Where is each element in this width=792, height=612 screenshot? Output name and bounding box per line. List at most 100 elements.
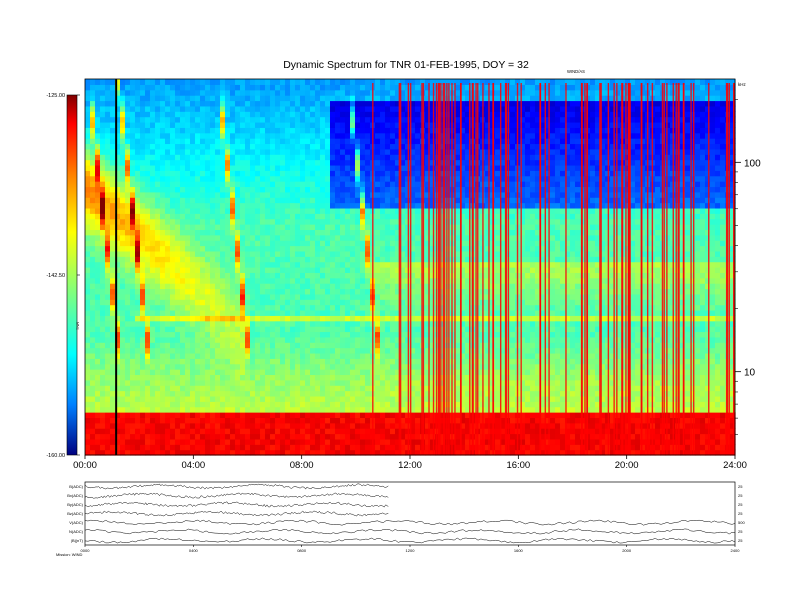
spectrogram-cell (95, 229, 101, 236)
spectrogram-cell (105, 186, 111, 193)
spectrogram-cell (355, 132, 361, 139)
spectrogram-cell (350, 379, 356, 386)
spectrogram-cell (170, 347, 176, 354)
spectrogram-cell (390, 331, 396, 338)
spectrogram-cell (235, 390, 241, 397)
spectrogram-cell (150, 148, 156, 155)
spectrogram-cell (330, 331, 336, 338)
spectrogram-cell (235, 277, 241, 284)
spectrogram-cell (375, 272, 381, 279)
spectrogram-cell (230, 224, 236, 230)
spectrogram-cell (310, 197, 316, 204)
spectrogram-cell (220, 444, 226, 451)
spectrogram-cell (280, 89, 286, 96)
spectrogram-cell (285, 138, 291, 145)
spectrogram-cell (360, 181, 366, 188)
spectrogram-cell (290, 181, 296, 188)
spectrogram-cell (105, 121, 111, 128)
spectrogram-cell (250, 197, 256, 204)
spectrogram-cell (425, 229, 431, 236)
spectrogram-cell (100, 116, 106, 123)
spectrogram-cell (160, 164, 166, 171)
spectrogram-cell (425, 369, 431, 376)
spectrogram-cell (415, 363, 421, 370)
spectrogram-cell (260, 95, 266, 102)
spectrogram-cell (255, 309, 261, 316)
spectrogram-cell (100, 385, 106, 392)
spectrogram-cell (360, 422, 366, 429)
spectrogram-cell (325, 272, 331, 279)
spectrogram-cell (120, 186, 126, 193)
spectrogram-cell (395, 272, 401, 279)
spectrogram-cell (410, 132, 416, 139)
spectrogram-cell (100, 342, 106, 349)
spectrogram-cell (260, 229, 266, 236)
spectrogram-cell (105, 116, 111, 123)
spectrogram-cell (310, 428, 316, 435)
spectrogram-cell (150, 154, 156, 161)
spectrogram-cell (295, 331, 301, 338)
spectrogram-cell (270, 148, 276, 155)
spectrogram-cell (395, 164, 401, 171)
spectrogram-cell (320, 170, 326, 177)
spectrogram-cell (350, 428, 356, 435)
spectrogram-cell (235, 143, 241, 150)
spectrogram-cell (295, 245, 301, 252)
spectrogram-cell (285, 100, 291, 107)
spectrogram-cell (325, 369, 331, 376)
spectrogram-cell (250, 234, 256, 241)
spectrogram-cell (115, 326, 121, 333)
spectrogram-cell (290, 79, 296, 85)
spectrogram-cell (210, 234, 216, 241)
spectrogram-cell (200, 412, 206, 418)
spectrogram-cell (180, 283, 186, 290)
spectrogram-cell (200, 127, 206, 134)
spectrogram-cell (340, 175, 346, 182)
spectrogram-cell (110, 154, 116, 161)
spectrogram-cell (430, 417, 436, 424)
spectrogram-cell (245, 100, 251, 107)
spectrogram-cell (165, 143, 171, 150)
spectrogram-cell (195, 395, 201, 402)
spectrogram-cell (160, 181, 166, 188)
spectrogram-cell (225, 79, 231, 85)
spectrogram-cell (385, 186, 391, 193)
spectrogram-cell (185, 304, 191, 311)
spectrogram-cell (280, 245, 286, 252)
spectrogram-cell (345, 181, 351, 188)
spectrogram-cell (240, 89, 246, 96)
spectrogram-cell (185, 79, 191, 85)
spectrogram-cell (345, 95, 351, 102)
spectrogram-cell (185, 256, 191, 263)
spectrogram-cell (335, 89, 341, 96)
spectrogram-cell (280, 369, 286, 376)
spectrogram-cell (180, 395, 186, 402)
spectrogram-cell (155, 175, 161, 182)
spectrogram-cell (265, 138, 271, 145)
spectrogram-cell (165, 121, 171, 128)
spectrogram-cell (255, 218, 261, 225)
spectrogram-cell (145, 138, 151, 145)
spectrogram-cell (250, 299, 256, 306)
spectrogram-cell (390, 336, 396, 343)
spectrogram-cell (230, 159, 236, 166)
spectrogram-cell (245, 191, 251, 198)
spectrogram-cell (135, 293, 141, 300)
spectrogram-cell (400, 347, 406, 354)
spectrogram-cell (195, 261, 201, 268)
spectrogram-cell (115, 143, 121, 150)
spectrogram-cell (135, 175, 141, 182)
spectrogram-cell (375, 406, 381, 413)
spectrogram-cell (325, 374, 331, 381)
spectrogram-cell (375, 293, 381, 300)
spectrogram-cell (290, 164, 296, 171)
spectrogram-cell (380, 159, 386, 166)
spectrogram-cell (380, 164, 386, 171)
spectrogram-cell (400, 197, 406, 204)
spectrogram-cell (190, 261, 196, 268)
spectrogram-cell (435, 352, 441, 359)
spectrogram-cell (340, 197, 346, 204)
spectrogram-cell (190, 154, 196, 161)
spectrogram-cell (235, 422, 241, 429)
spectrogram-cell (145, 342, 151, 349)
